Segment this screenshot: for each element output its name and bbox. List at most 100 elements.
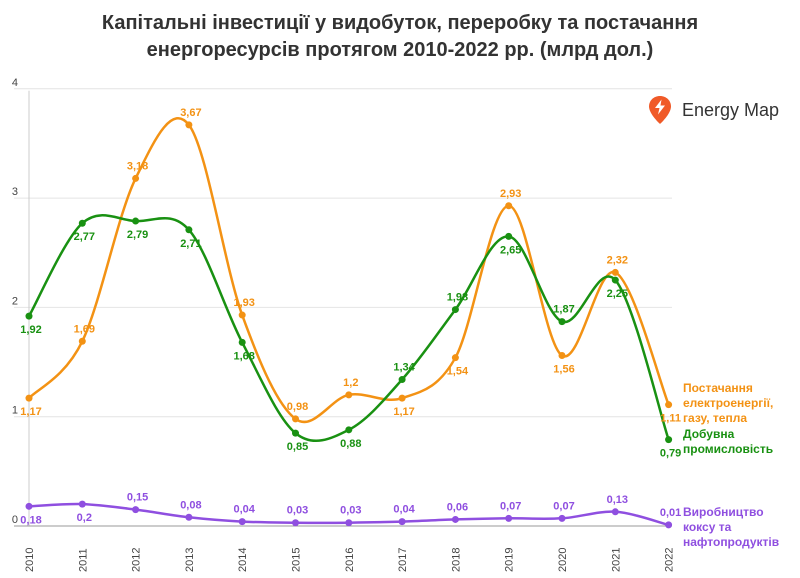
data-label-supply: 1,17 <box>393 406 414 418</box>
data-label-supply: 1,11 <box>660 413 681 425</box>
x-tick-label: 2019 <box>504 548 516 572</box>
data-label-coke: 0,07 <box>500 500 521 512</box>
legend-supply: Постачання <box>683 381 753 395</box>
data-label-coke: 0,13 <box>607 494 628 506</box>
point-supply <box>505 202 513 210</box>
x-tick-label: 2021 <box>610 548 622 572</box>
map-pin-bolt-icon <box>649 96 671 124</box>
point-coke <box>611 508 619 516</box>
data-label-coke: 0,04 <box>393 504 415 516</box>
point-supply <box>132 174 140 182</box>
x-tick-label: 2011 <box>77 548 89 572</box>
data-label-mining: 1,34 <box>393 362 415 374</box>
point-mining <box>292 429 299 437</box>
point-mining <box>238 338 246 346</box>
data-label-mining: 2,77 <box>74 231 95 243</box>
chart-title-line-2: енергоресурсів протягом 2010-2022 рр. (м… <box>146 39 654 61</box>
point-coke <box>505 514 513 522</box>
legend-coke: нафтопродуктів <box>683 535 779 549</box>
point-coke <box>558 514 566 522</box>
x-tick-label: 2022 <box>664 548 676 572</box>
data-label-mining: 0,88 <box>340 438 361 450</box>
point-supply <box>25 394 33 402</box>
data-label-coke: 0,06 <box>447 501 468 513</box>
point-supply <box>292 415 299 423</box>
data-label-coke: 0,15 <box>127 492 148 504</box>
data-label-supply: 2,93 <box>500 188 521 200</box>
point-supply <box>345 391 353 399</box>
point-coke <box>25 502 33 510</box>
point-mining <box>185 226 193 234</box>
point-mining <box>665 436 673 444</box>
point-mining <box>398 376 406 384</box>
x-tick-label: 2017 <box>397 548 409 572</box>
data-label-mining: 1,87 <box>553 304 574 316</box>
data-label-mining: 2,25 <box>607 288 628 300</box>
point-coke <box>451 515 459 523</box>
data-label-supply: 2,32 <box>607 254 628 266</box>
data-label-mining: 0,85 <box>287 441 308 453</box>
point-supply <box>398 394 406 402</box>
legend-mining: Добувна <box>683 427 735 441</box>
data-label-coke: 0,2 <box>77 512 92 524</box>
x-tick-label: 2020 <box>557 548 569 572</box>
y-tick-label: 2 <box>12 295 18 307</box>
legend-coke: Виробництво <box>683 505 764 519</box>
data-label-mining: 0,79 <box>660 448 681 460</box>
x-tick-label: 2010 <box>24 548 36 572</box>
data-label-coke: 0,18 <box>20 514 41 526</box>
chart-title: Капітальні інвестиції у видобуток, перер… <box>0 10 800 64</box>
data-label-supply: 3,18 <box>127 160 148 172</box>
energy-map-logo: Energy Map <box>648 94 779 126</box>
point-supply <box>185 121 193 129</box>
point-coke <box>185 513 193 521</box>
legend-mining: промисловість <box>683 442 773 456</box>
point-coke <box>345 519 353 527</box>
x-tick-label: 2018 <box>450 548 462 572</box>
legend-supply: газу, тепла <box>683 411 747 425</box>
point-mining <box>611 276 619 284</box>
data-label-mining: 2,79 <box>127 229 148 241</box>
x-axis: 2010 2011 2012 2013 2014 2015 2016 2017 2018 2019… <box>14 525 676 572</box>
logo-text: Energy Map <box>682 99 780 120</box>
data-label-mining: 1,68 <box>233 350 254 362</box>
point-coke <box>665 521 673 529</box>
x-tick-label: 2013 <box>184 548 196 572</box>
series-lines <box>27 117 670 527</box>
data-label-supply: 1,17 <box>20 406 41 418</box>
data-label-supply: 1,69 <box>74 323 95 335</box>
data-points <box>25 121 673 529</box>
data-label-coke: 0,03 <box>287 505 308 517</box>
point-supply <box>238 311 246 319</box>
data-label-mining: 2,65 <box>500 244 521 256</box>
data-label-supply: 1,56 <box>553 363 574 375</box>
data-label-supply: 3,67 <box>180 107 201 119</box>
point-mining <box>78 219 86 227</box>
point-mining <box>25 312 33 320</box>
data-label-coke: 0,08 <box>180 499 201 511</box>
point-mining <box>505 232 513 240</box>
point-coke <box>132 506 140 514</box>
data-label-mining: 1,92 <box>20 324 41 336</box>
y-tick-label: 4 <box>12 77 18 89</box>
point-coke <box>292 519 299 527</box>
point-supply <box>611 268 619 276</box>
data-label-supply: 0,98 <box>287 401 308 413</box>
point-supply <box>665 401 673 409</box>
point-supply <box>558 351 566 359</box>
y-tick-label: 1 <box>12 405 18 417</box>
legend-coke: коксу та <box>683 520 732 534</box>
data-label-mining: 1,98 <box>447 292 468 304</box>
y-tick-label: 3 <box>12 186 18 198</box>
data-label-supply: 1,54 <box>447 366 469 378</box>
data-label-supply: 1,93 <box>233 297 254 309</box>
point-supply <box>78 337 86 345</box>
point-mining <box>132 217 140 225</box>
data-label-supply: 1,2 <box>343 377 358 389</box>
x-tick-label: 2014 <box>237 548 249 572</box>
x-tick-label: 2015 <box>291 548 303 572</box>
point-mining <box>345 426 353 434</box>
chart-title-line-1: Капітальні інвестиції у видобуток, перер… <box>101 12 699 34</box>
